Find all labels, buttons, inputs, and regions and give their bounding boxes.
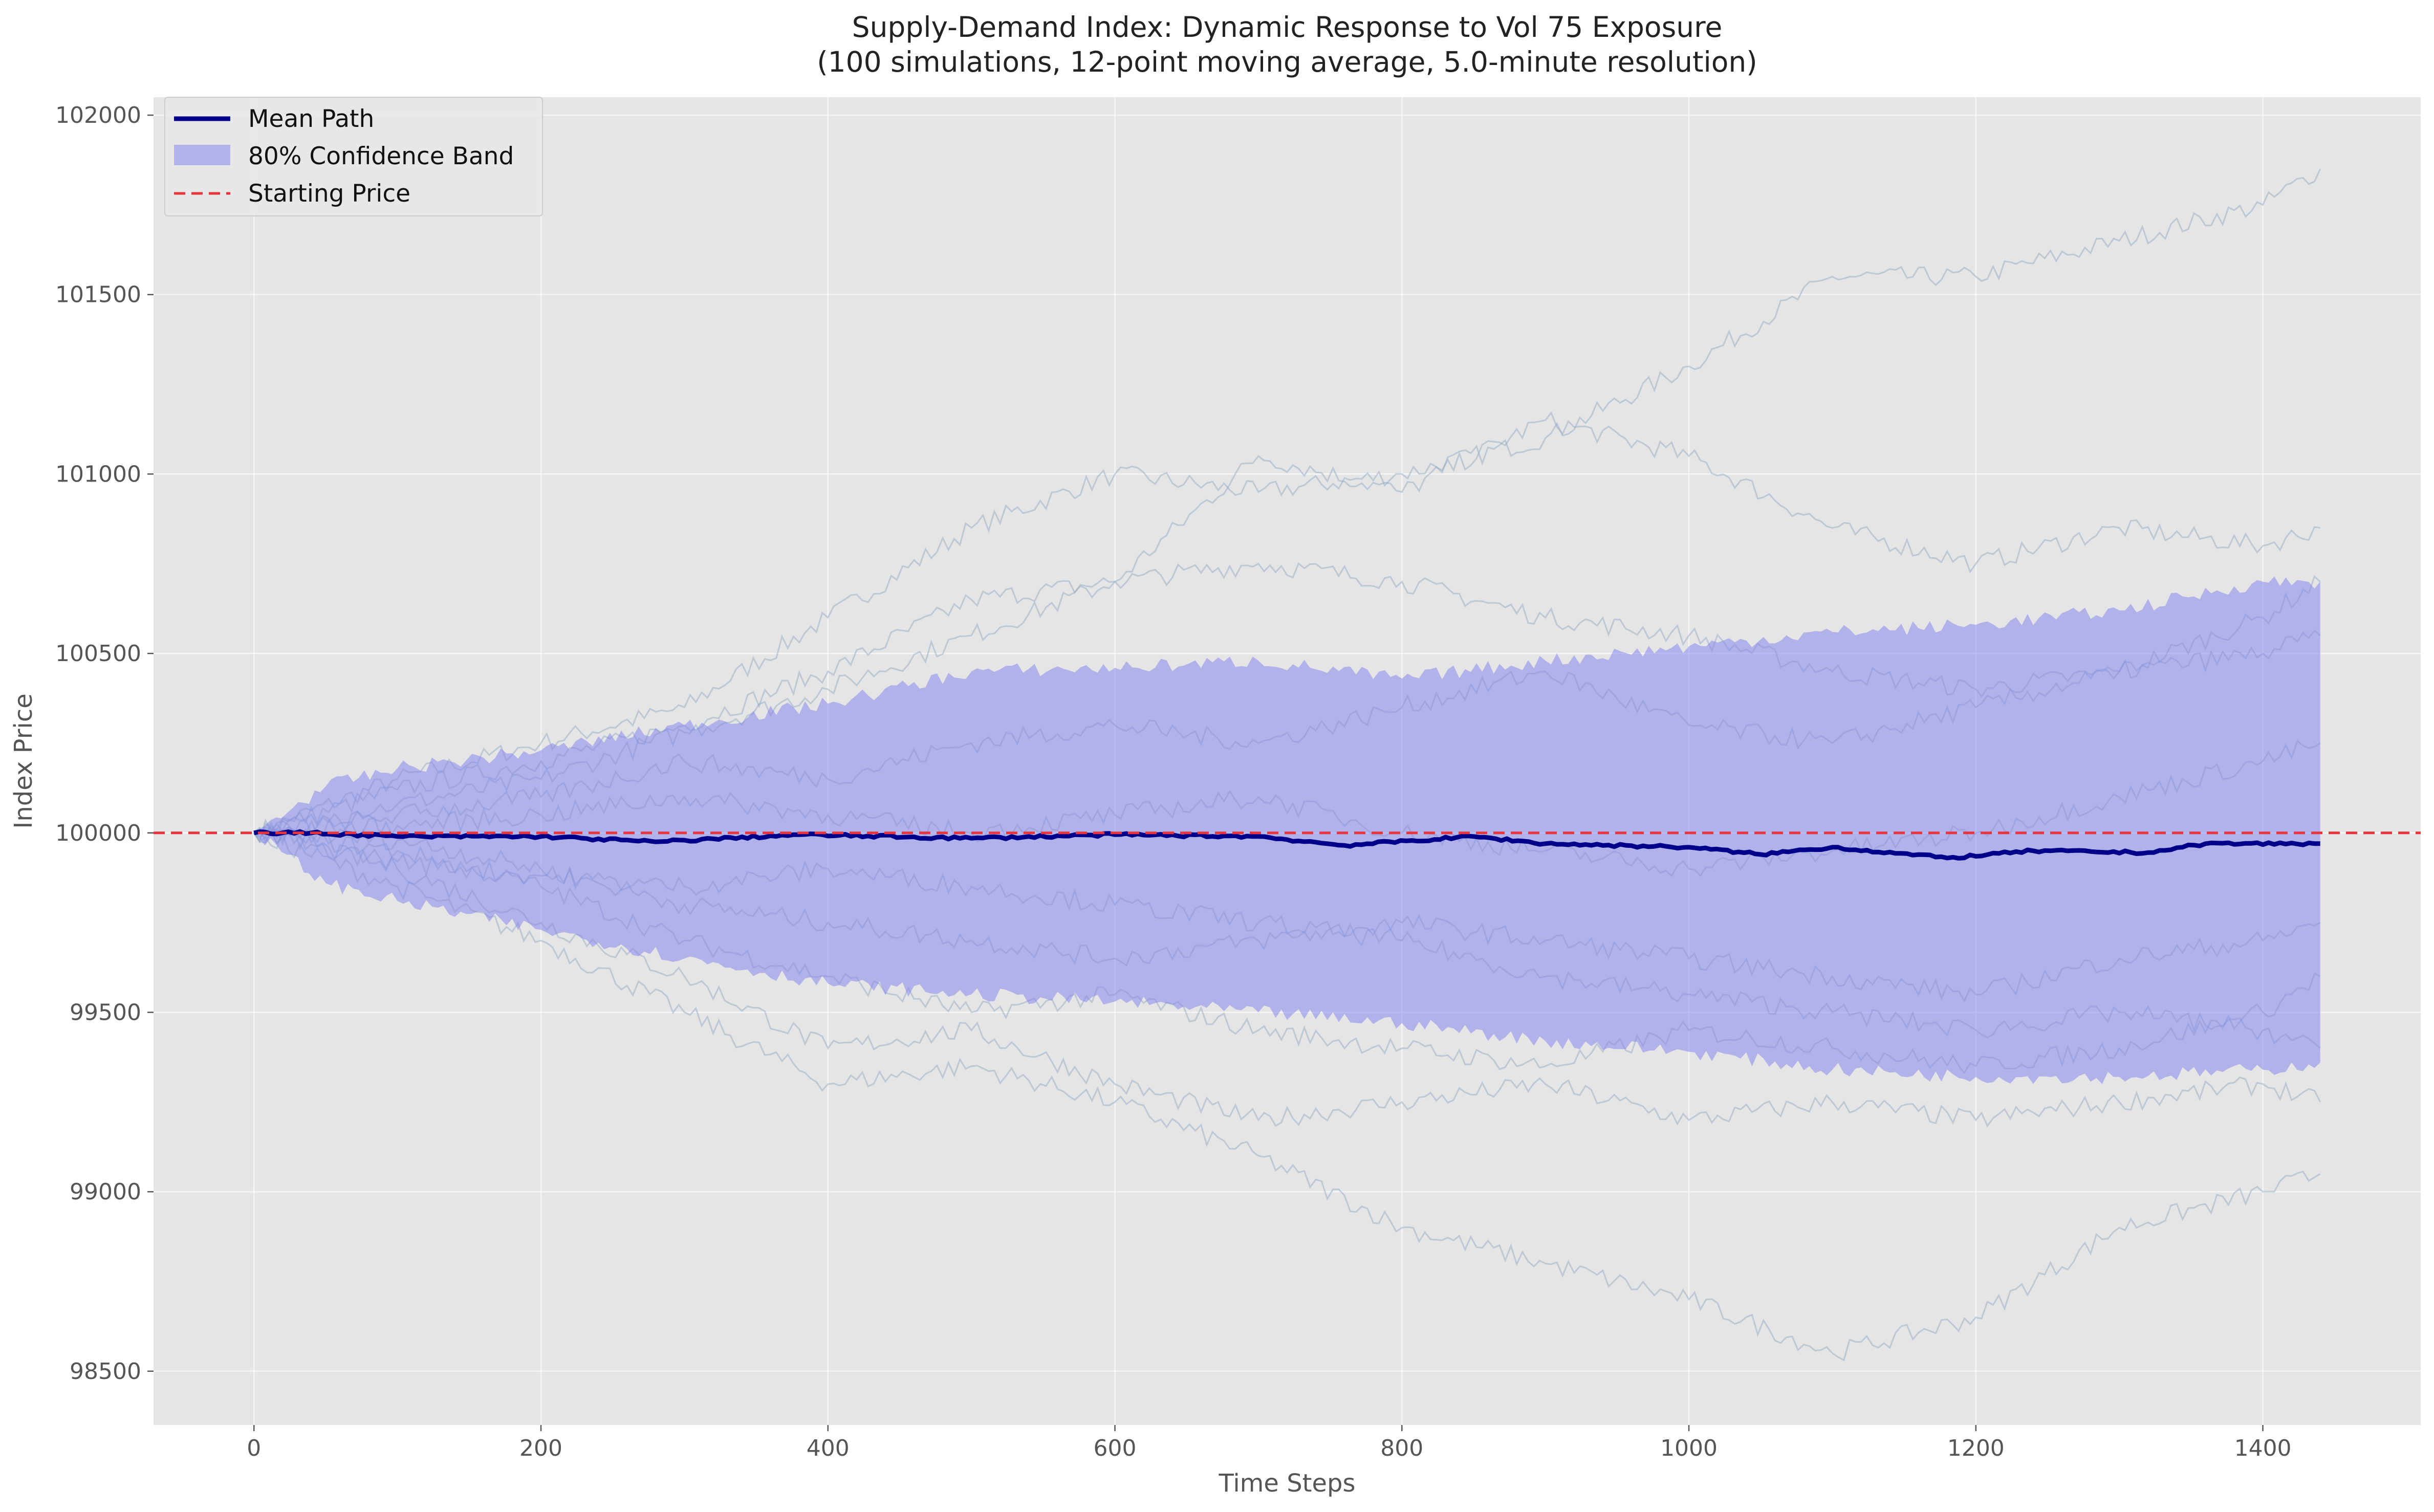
confidence-band-layer bbox=[254, 576, 2320, 1084]
legend-label-confidence-band: 80% Confidence Band bbox=[248, 142, 514, 170]
legend-swatch-confidence-band bbox=[174, 145, 230, 165]
x-tick-label: 1400 bbox=[2234, 1435, 2292, 1461]
mean-path-line bbox=[253, 829, 2320, 861]
y-tick-label: 100500 bbox=[55, 641, 141, 667]
y-axis-title: Index Price bbox=[9, 693, 38, 829]
axis-ticks: 0 200 400 600 800 1000 1200 1400 98500 99000 99500… bbox=[55, 102, 2292, 1461]
simulation-path bbox=[253, 831, 2321, 1362]
y-tick-label: 99000 bbox=[70, 1179, 141, 1205]
y-tick-label: 99500 bbox=[70, 999, 141, 1025]
x-tick-label: 1200 bbox=[1947, 1435, 2005, 1461]
x-tick-label: 1000 bbox=[1660, 1435, 1718, 1461]
y-tick-label: 98500 bbox=[70, 1358, 141, 1385]
y-tick-label: 102000 bbox=[55, 102, 141, 128]
x-tick-label: 600 bbox=[1094, 1435, 1137, 1461]
simulation-path bbox=[253, 829, 2321, 1128]
legend-label-starting-price: Starting Price bbox=[248, 180, 410, 208]
legend: Mean Path 80% Confidence Band Starting P… bbox=[164, 97, 543, 216]
x-tick-label: 0 bbox=[247, 1435, 261, 1461]
chart-subtitle: (100 simulations, 12-point moving averag… bbox=[817, 46, 1757, 78]
x-tick-label: 800 bbox=[1380, 1435, 1423, 1461]
simulation-path bbox=[253, 168, 2321, 843]
x-tick-label: 200 bbox=[519, 1435, 562, 1461]
y-tick-label: 100000 bbox=[55, 820, 141, 846]
legend-label-mean-path: Mean Path bbox=[248, 105, 374, 133]
legend-box bbox=[164, 97, 543, 216]
confidence-band bbox=[254, 576, 2320, 1084]
x-tick-label: 400 bbox=[807, 1435, 850, 1461]
y-tick-label: 101000 bbox=[55, 461, 141, 487]
chart-title: Supply-Demand Index: Dynamic Response to… bbox=[852, 11, 1723, 43]
x-axis-title: Time Steps bbox=[1218, 1469, 1355, 1498]
mean-path-layer bbox=[253, 829, 2320, 861]
y-tick-label: 101500 bbox=[55, 282, 141, 308]
